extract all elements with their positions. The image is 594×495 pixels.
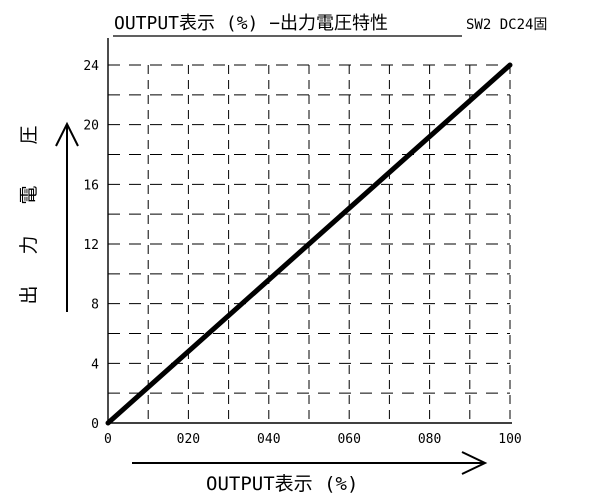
y-tick-labels: 0 4 8 12 16 20 24 — [83, 59, 99, 432]
x-axis-label: OUTPUT表示 (%) — [206, 473, 358, 495]
x-tick-label: 020 — [177, 432, 200, 447]
y-axis-label-char: 出 — [18, 285, 40, 304]
y-axis-label-char: 圧 — [18, 125, 40, 144]
y-axis-label-char: 力 — [18, 235, 40, 254]
x-tick-label: 060 — [337, 432, 360, 447]
grid — [108, 64, 511, 423]
y-axis-label-char: 電 — [18, 185, 40, 204]
x-arrow-head — [461, 451, 488, 475]
x-tick-label: 040 — [257, 432, 280, 447]
x-tick-labels: 0 020 040 060 080 100 — [104, 432, 522, 447]
chart-title: OUTPUT表示 (%) −出力電圧特性 — [114, 13, 388, 34]
x-tick-label: 0 — [104, 432, 112, 447]
chart-title-suffix: SW2 DC24固 — [466, 17, 547, 33]
y-tick-label: 24 — [83, 59, 99, 74]
series-line — [105, 62, 513, 426]
y-tick-label: 12 — [83, 238, 99, 253]
series-group — [105, 62, 513, 426]
y-tick-label: 0 — [91, 417, 99, 432]
y-axis-label: 出力電圧 — [18, 125, 40, 304]
y-tick-label: 8 — [91, 298, 99, 313]
y-arrow-head — [55, 121, 79, 147]
y-tick-label: 16 — [83, 178, 99, 193]
y-tick-label: 4 — [91, 357, 99, 372]
x-tick-label: 080 — [418, 432, 441, 447]
y-tick-label: 20 — [83, 119, 99, 134]
x-tick-label: 100 — [498, 432, 521, 447]
